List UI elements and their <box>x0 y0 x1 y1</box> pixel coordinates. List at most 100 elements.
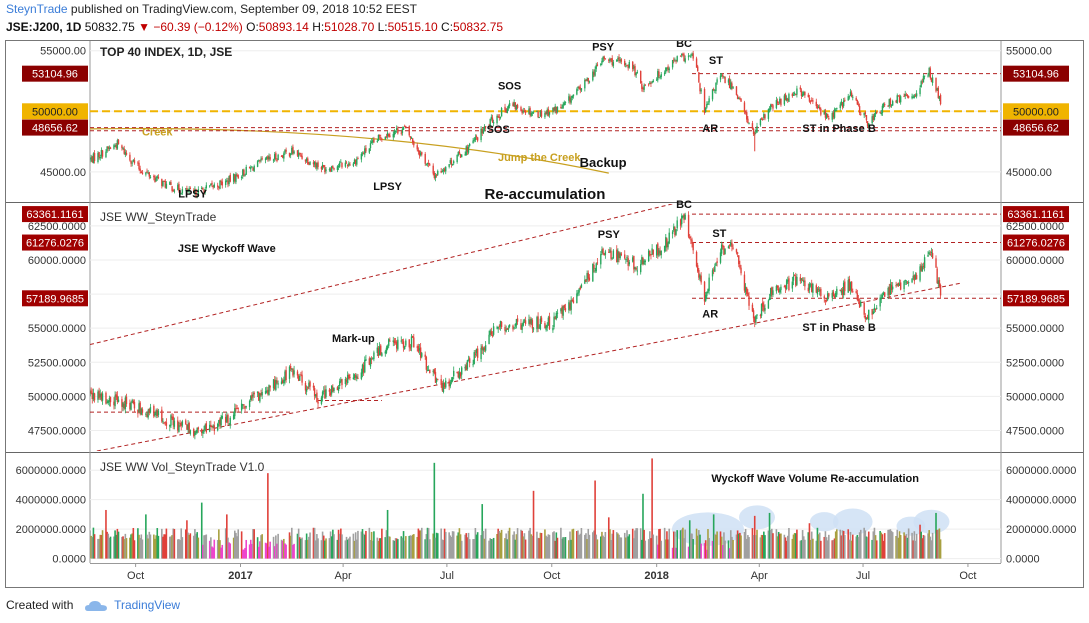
volume-bar <box>896 529 899 559</box>
volume-bar <box>408 535 411 559</box>
candle-body <box>133 160 136 164</box>
candle-body <box>360 372 363 379</box>
candle-body <box>276 380 278 383</box>
candle-body <box>723 246 725 255</box>
volume-bar <box>556 537 559 559</box>
candle-body <box>643 260 645 265</box>
candle-body <box>652 249 654 255</box>
volume-bar <box>108 537 111 559</box>
candle-body <box>594 69 596 76</box>
candle-body <box>209 424 211 432</box>
volume-bar <box>337 529 340 559</box>
candle-body <box>397 128 399 134</box>
candle-body <box>625 258 627 260</box>
wave-level-label-left-bg <box>22 206 88 223</box>
volume-bar <box>788 527 790 559</box>
volume-bar <box>189 533 192 559</box>
volume-bar <box>899 535 902 559</box>
candle-body <box>508 103 511 107</box>
candle-body <box>852 291 854 293</box>
candle-body <box>712 269 715 271</box>
candle-body <box>169 424 171 427</box>
candle-body <box>561 306 563 315</box>
price-level-label-left: 48656.62 <box>32 123 78 135</box>
volume-bar <box>841 530 844 559</box>
candle-body <box>864 315 867 320</box>
candle-body <box>333 387 335 392</box>
volume-bar <box>769 530 772 559</box>
volume-bar <box>727 540 730 559</box>
candle-body <box>868 123 870 128</box>
candle-body <box>727 79 730 83</box>
volume-bar <box>394 538 397 559</box>
candle-body <box>491 117 494 123</box>
volume-bar <box>552 532 554 559</box>
tradingview-link[interactable]: TradingView <box>114 598 181 612</box>
candle-body <box>524 320 527 324</box>
volume-bar <box>496 533 498 559</box>
candle-body <box>609 249 611 253</box>
author-link[interactable]: SteynTrade <box>6 2 68 16</box>
candle-body <box>425 163 428 165</box>
candle-body <box>381 138 383 140</box>
candle-body <box>576 89 578 95</box>
candle-body <box>849 91 852 96</box>
candle-body <box>410 137 413 139</box>
volume-bar <box>643 529 645 559</box>
volume-bar <box>197 537 200 559</box>
candle-body <box>481 346 483 350</box>
candle-body <box>354 375 357 378</box>
candle-body <box>881 105 884 114</box>
candle-body <box>855 97 857 101</box>
candle-body <box>767 109 770 119</box>
candle-body <box>163 422 165 424</box>
candle-body <box>703 89 706 113</box>
candle-body <box>636 71 638 74</box>
candle-body <box>338 162 341 167</box>
candle-body <box>873 114 876 120</box>
chart-frame[interactable]: 55000.0055000.0050000.0050000.0045000.00… <box>5 40 1084 588</box>
volume-bar <box>667 539 669 559</box>
wave-level-label-right: 57189.9685 <box>1007 293 1065 305</box>
volume-bar <box>817 534 820 559</box>
volume-bar <box>226 514 228 559</box>
candle-body <box>220 417 222 426</box>
pane-price <box>90 41 1001 201</box>
candle-body <box>221 181 223 186</box>
candle-body <box>828 118 830 120</box>
volume-bar <box>236 536 238 559</box>
volume-bar <box>109 536 112 559</box>
candle-body <box>915 275 918 280</box>
volume-bar <box>618 534 620 559</box>
volume-bar <box>785 540 788 559</box>
volume-bar <box>473 539 476 559</box>
candle-body <box>552 107 554 112</box>
candle-body <box>939 94 942 105</box>
candle-body <box>99 156 101 159</box>
candle-body <box>368 148 371 153</box>
candle-body <box>720 74 723 76</box>
candle-body <box>419 347 422 358</box>
volume-bar <box>196 532 198 559</box>
volume-bar <box>411 534 414 559</box>
candle-body <box>743 102 746 112</box>
volume-bar <box>639 528 642 559</box>
candle-body <box>850 92 853 97</box>
volume-bar <box>732 539 734 559</box>
volume-bar <box>768 512 771 559</box>
candle-body <box>931 77 934 83</box>
volume-bar <box>735 534 738 559</box>
candle-body <box>588 277 591 281</box>
volume-bar <box>409 535 412 559</box>
chart-canvas[interactable]: 55000.0055000.0050000.0050000.0045000.00… <box>6 41 1083 587</box>
volume-bar <box>288 532 291 559</box>
candle-body <box>360 153 363 160</box>
candle-body <box>418 150 421 156</box>
candle-body <box>681 215 683 225</box>
volume-bar <box>530 534 533 559</box>
volume-bar <box>929 536 932 559</box>
candle-body <box>312 385 315 388</box>
candle-body <box>699 275 701 280</box>
candle-body <box>284 150 286 153</box>
volume-bar <box>859 529 862 559</box>
